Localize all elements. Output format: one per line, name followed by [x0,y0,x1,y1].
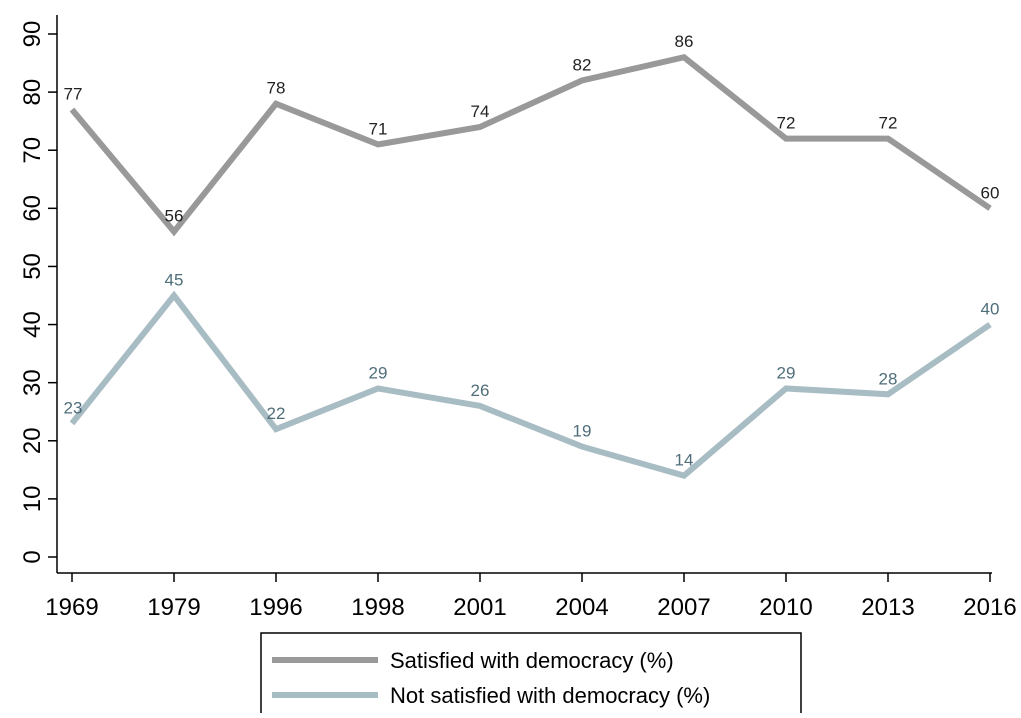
x-tick-label: 1969 [45,594,98,621]
series-line-0 [69,53,992,237]
data-label: 45 [165,271,184,290]
data-label: 72 [777,114,796,133]
data-label: 40 [981,300,1000,319]
y-tick-label: 30 [19,369,46,396]
x-tick-label: 1998 [351,594,404,621]
data-label: 19 [573,422,592,441]
series-line-1 [69,290,992,479]
legend-label: Not satisfied with democracy (%) [390,683,710,708]
y-tick-label: 90 [19,21,46,48]
data-label: 82 [573,55,592,74]
y-tick-label: 40 [19,311,46,338]
data-label: 60 [981,183,1000,202]
x-tick-label: 2013 [861,594,914,621]
x-tick-label: 2007 [657,594,710,621]
y-tick-label: 60 [19,195,46,222]
x-tick-label: 2010 [759,594,812,621]
data-label: 29 [777,363,796,382]
data-label: 26 [471,381,490,400]
data-label: 56 [165,207,184,226]
x-tick-label: 2004 [555,594,608,621]
data-label: 29 [369,363,388,382]
data-label: 23 [64,398,83,417]
data-label: 78 [267,79,286,98]
y-tick-label: 20 [19,427,46,454]
y-tick-label: 10 [19,486,46,513]
data-label: 77 [64,85,83,104]
y-tick-label: 0 [19,550,46,563]
data-label: 28 [879,369,898,388]
x-tick-label: 2001 [453,594,506,621]
data-labels: 77 56 78 71 74 82 86 72 72 60 23 45 22 29 26 19 14 29 28 40 [64,32,1000,469]
legend-label: Satisfied with democracy (%) [390,648,674,673]
data-label: 22 [267,404,286,423]
data-label: 14 [675,451,694,470]
data-label: 71 [369,119,388,138]
y-tick-label: 80 [19,79,46,106]
data-label: 74 [471,102,490,121]
x-tick-label: 1996 [249,594,302,621]
legend-box [260,632,802,718]
y-tick-label: 70 [19,137,46,164]
data-label: 86 [675,32,694,51]
series-lines [69,53,992,479]
y-tick-label: 50 [19,253,46,280]
legend: Satisfied with democracy (%) Not satisfie… [260,632,802,718]
x-tick-label: 1979 [147,594,200,621]
data-label: 72 [879,114,898,133]
x-tick-label: 2016 [963,594,1016,621]
axes: 0 10 20 30 40 50 60 70 80 90 1969 1979 1996 1998 2001 2… [19,15,1017,621]
